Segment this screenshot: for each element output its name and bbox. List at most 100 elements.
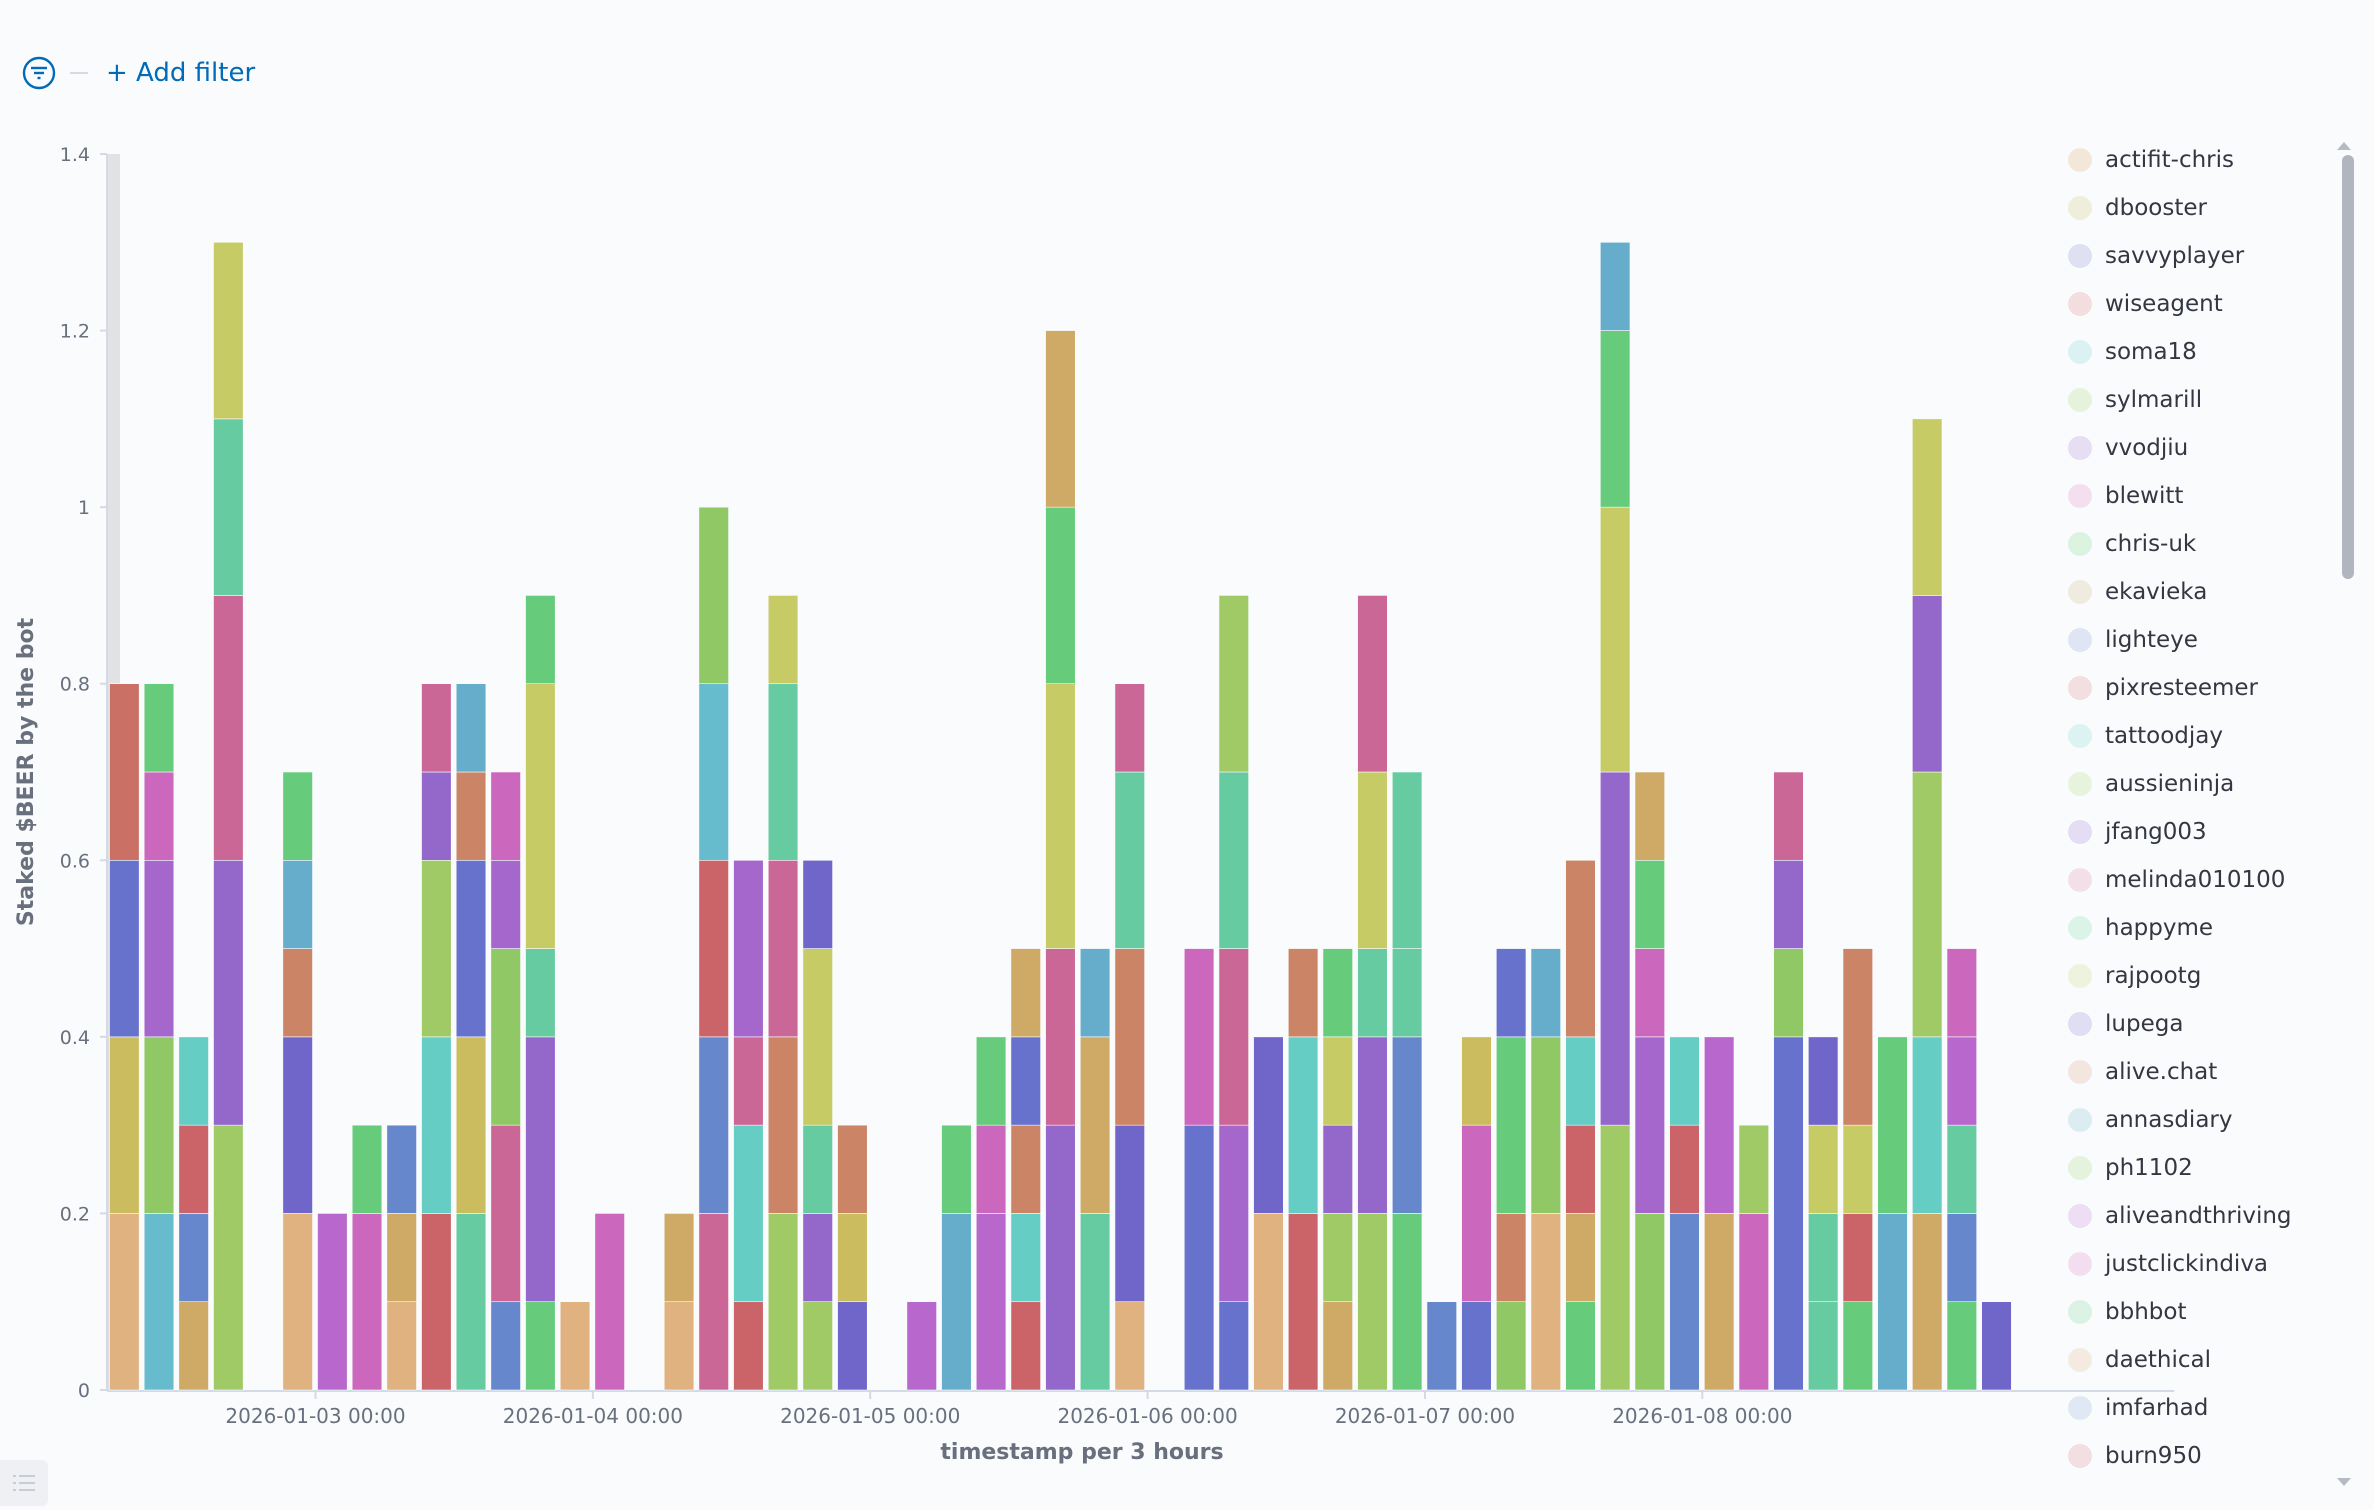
bar-stack[interactable]: [767, 595, 799, 1391]
bar-segment[interactable]: [767, 859, 799, 1038]
bar-segment[interactable]: [213, 241, 244, 420]
bar-segment[interactable]: [525, 948, 556, 1038]
bar-segment[interactable]: [143, 1036, 175, 1214]
bar-segment[interactable]: [802, 1213, 833, 1303]
bar-segment[interactable]: [282, 1213, 313, 1391]
bar-segment[interactable]: [1669, 1213, 1700, 1391]
bar-segment[interactable]: [1010, 948, 1041, 1038]
bar-segment[interactable]: [1322, 948, 1353, 1038]
bar-stack[interactable]: [1045, 330, 1076, 1391]
bar-stack[interactable]: [1461, 1036, 1492, 1391]
bar-segment[interactable]: [1218, 948, 1249, 1126]
legend-item[interactable]: burn950: [2068, 1432, 2328, 1480]
bar-segment[interactable]: [1530, 1213, 1561, 1391]
bar-segment[interactable]: [1669, 1036, 1700, 1126]
bar-segment[interactable]: [213, 418, 244, 596]
bar-segment[interactable]: [1461, 1301, 1492, 1391]
bar-stack[interactable]: [1496, 948, 1527, 1391]
bar-segment[interactable]: [767, 595, 799, 685]
legend-item[interactable]: imfarhad: [2068, 1384, 2328, 1432]
bar-stack[interactable]: [1600, 241, 1631, 1391]
bar-segment[interactable]: [282, 771, 313, 861]
bar-segment[interactable]: [1322, 1124, 1353, 1214]
bar-stack[interactable]: [1114, 683, 1145, 1391]
bar-stack[interactable]: [1357, 595, 1388, 1391]
bar-segment[interactable]: [1183, 1124, 1215, 1391]
legend-item[interactable]: aussieninja: [2068, 760, 2328, 808]
bar-segment[interactable]: [1045, 1124, 1076, 1391]
bar-stack[interactable]: [143, 683, 175, 1391]
bar-segment[interactable]: [213, 1124, 244, 1391]
bar-stack[interactable]: [282, 771, 313, 1391]
bar-segment[interactable]: [1912, 1213, 1943, 1391]
bar-segment[interactable]: [1496, 1213, 1527, 1303]
bar-segment[interactable]: [733, 859, 764, 1038]
legend-item[interactable]: lupega: [2068, 1000, 2328, 1048]
bar-stack[interactable]: [1287, 948, 1319, 1391]
bar-segment[interactable]: [525, 1036, 556, 1303]
bar-segment[interactable]: [1634, 948, 1665, 1038]
bar-stack[interactable]: [1704, 1036, 1735, 1391]
bar-segment[interactable]: [1738, 1213, 1769, 1391]
bar-segment[interactable]: [143, 683, 175, 773]
legend-item[interactable]: sylmarill: [2068, 376, 2328, 424]
bar-segment[interactable]: [490, 859, 521, 949]
bar-segment[interactable]: [1634, 859, 1665, 949]
bar-segment[interactable]: [802, 1301, 833, 1391]
bar-segment[interactable]: [109, 1036, 140, 1214]
bar-segment[interactable]: [1322, 1036, 1353, 1126]
bar-segment[interactable]: [1496, 1301, 1527, 1391]
bar-segment[interactable]: [421, 1213, 452, 1391]
bar-segment[interactable]: [802, 948, 833, 1126]
bar-segment[interactable]: [1808, 1036, 1839, 1126]
legend-item[interactable]: daethical: [2068, 1336, 2328, 1384]
bar-stack[interactable]: [1391, 771, 1423, 1391]
bar-segment[interactable]: [1357, 771, 1388, 949]
bar-segment[interactable]: [1426, 1301, 1457, 1391]
bar-segment[interactable]: [1704, 1036, 1735, 1214]
bar-stack[interactable]: [1079, 948, 1111, 1391]
bar-segment[interactable]: [733, 1124, 764, 1303]
bar-stack[interactable]: [1808, 1036, 1839, 1391]
bar-segment[interactable]: [1253, 1213, 1284, 1391]
bar-segment[interactable]: [1565, 1213, 1596, 1303]
bar-segment[interactable]: [1773, 948, 1804, 1038]
bar-segment[interactable]: [767, 1036, 799, 1214]
bar-segment[interactable]: [282, 859, 313, 949]
bar-segment[interactable]: [143, 859, 175, 1038]
bar-segment[interactable]: [1565, 1301, 1596, 1391]
bar-stack[interactable]: [1530, 948, 1561, 1391]
bar-segment[interactable]: [698, 1036, 729, 1214]
bar-segment[interactable]: [1600, 506, 1631, 773]
bar-segment[interactable]: [1634, 771, 1665, 861]
bar-segment[interactable]: [1808, 1301, 1839, 1391]
bar-segment[interactable]: [1391, 771, 1423, 949]
bar-segment[interactable]: [178, 1301, 209, 1391]
bar-stack[interactable]: [351, 1124, 383, 1391]
legend-scroll-up-icon[interactable]: [2337, 142, 2351, 150]
bar-segment[interactable]: [1010, 1301, 1041, 1391]
bar-segment[interactable]: [455, 1213, 487, 1391]
bar-segment[interactable]: [802, 1124, 833, 1214]
bar-segment[interactable]: [663, 1213, 695, 1303]
bar-segment[interactable]: [109, 1213, 140, 1391]
legend-scroll-down-icon[interactable]: [2337, 1478, 2351, 1486]
bar-stack[interactable]: [1946, 948, 1977, 1391]
bar-segment[interactable]: [1738, 1124, 1769, 1214]
bar-segment[interactable]: [455, 683, 487, 773]
bar-segment[interactable]: [1842, 1124, 1873, 1214]
legend-item[interactable]: savvyplayer: [2068, 232, 2328, 280]
legend-item[interactable]: vvodjiu: [2068, 424, 2328, 472]
bar-segment[interactable]: [941, 1213, 972, 1391]
bar-segment[interactable]: [1565, 1124, 1596, 1214]
bar-segment[interactable]: [282, 1036, 313, 1214]
bar-stack[interactable]: [906, 1301, 937, 1391]
bar-segment[interactable]: [1218, 771, 1249, 949]
bar-segment[interactable]: [1114, 683, 1145, 773]
bar-segment[interactable]: [767, 683, 799, 861]
bar-segment[interactable]: [1391, 948, 1423, 1038]
bar-segment[interactable]: [1565, 1036, 1596, 1126]
bar-segment[interactable]: [941, 1124, 972, 1214]
bar-stack[interactable]: [1634, 771, 1665, 1391]
bar-stack[interactable]: [837, 1124, 868, 1391]
